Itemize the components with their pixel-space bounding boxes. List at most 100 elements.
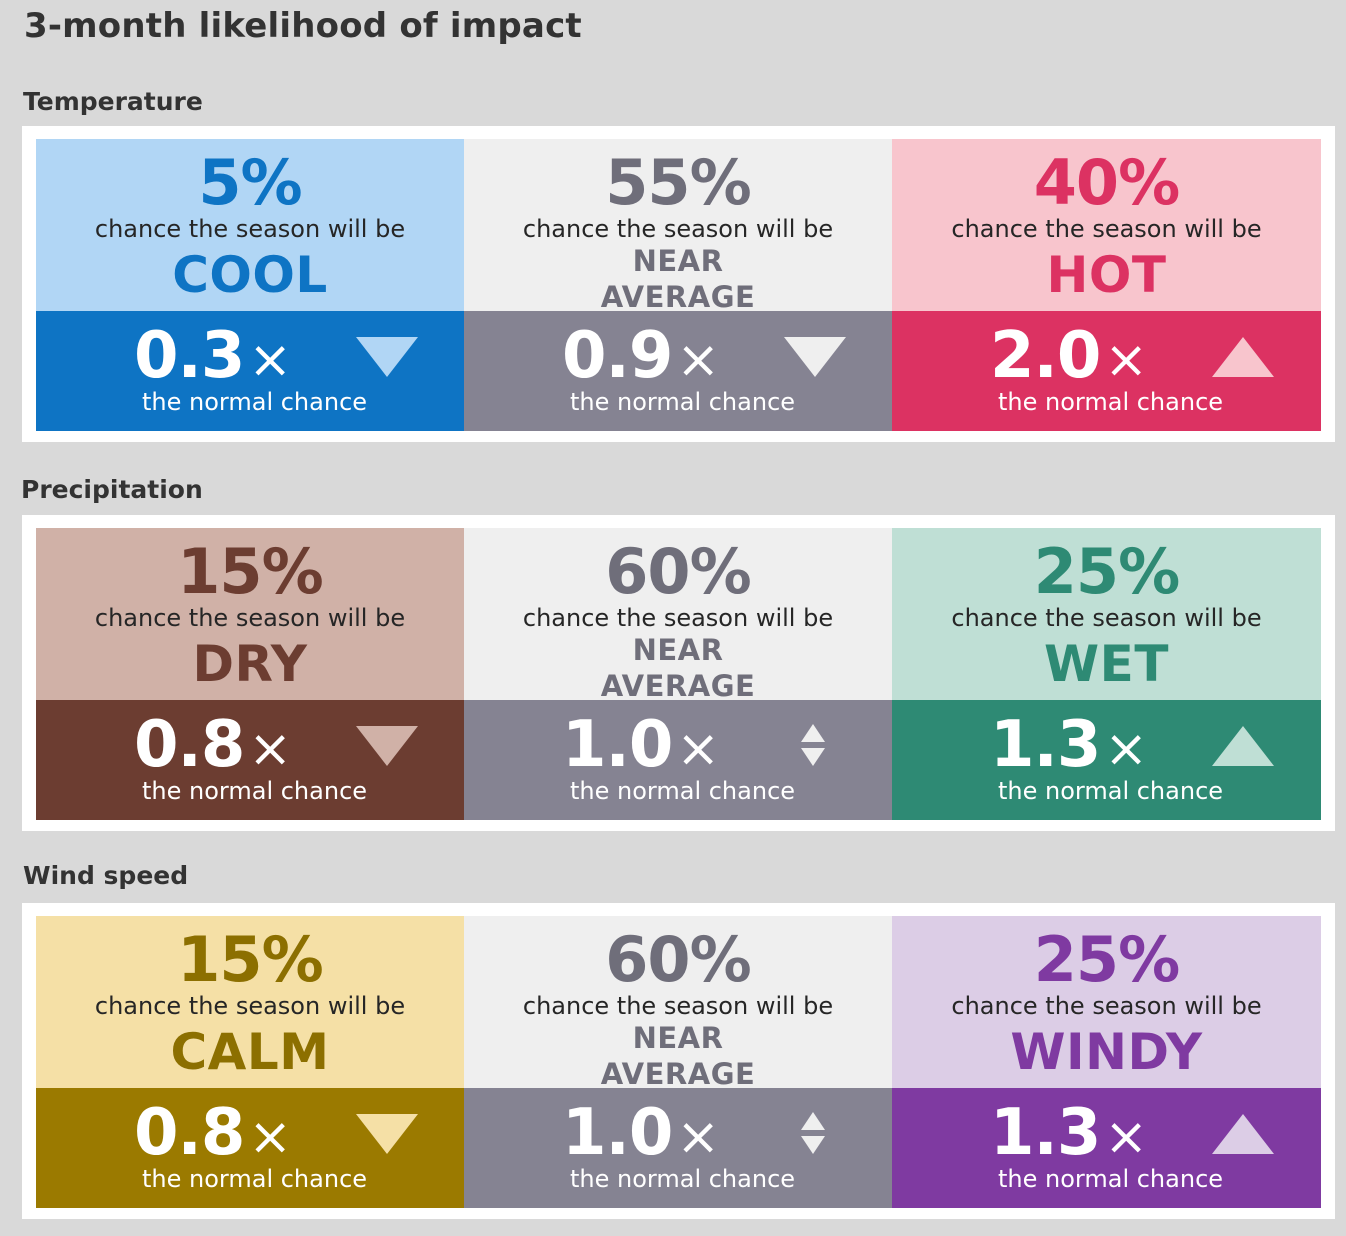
card-bottom: 0.9 × the normal chance (464, 311, 892, 431)
section-panel: 15% chance the season will be DRY 0.8 × the n… (22, 515, 1335, 831)
normal-chance-text: the normal chance (570, 1165, 796, 1193)
percent-value: 15% (177, 923, 323, 996)
multiplier-row: 0.8 × (134, 1098, 292, 1168)
outcome-label: CALM (36, 1021, 464, 1083)
chance-text: chance the season will be (94, 992, 406, 1020)
times-symbol: × (1104, 1107, 1148, 1167)
card-top: 25% chance the season will be WINDY (892, 916, 1321, 1088)
outcome-label: HOT (892, 244, 1321, 306)
outcome-label: WINDY (892, 1021, 1321, 1083)
normal-chance-text: the normal chance (142, 777, 368, 805)
card-top: 5% chance the season will be COOL (36, 139, 464, 311)
normal-chance-text: the normal chance (998, 1165, 1224, 1193)
chance-text: chance the season will be (94, 604, 406, 632)
likelihood-card: 40% chance the season will be HOT 2.0 × the n… (892, 139, 1321, 431)
percent-value: 15% (177, 535, 323, 608)
multiplier-value: 1.3 (990, 708, 1101, 782)
card-top: 15% chance the season will be DRY (36, 528, 464, 700)
chance-text: chance the season will be (522, 992, 834, 1020)
card-bottom: 1.0 × the normal chance (464, 1088, 892, 1208)
outcome-line: CALM (170, 1023, 330, 1081)
normal-chance-text: the normal chance (570, 388, 796, 416)
down-triangle-icon (356, 1114, 418, 1154)
multiplier-value: 0.3 (134, 319, 245, 393)
percent-value: 40% (1033, 146, 1180, 219)
up-triangle-icon (1212, 726, 1274, 766)
cells-row: 5% chance the season will be COOL 0.3 × the n… (36, 139, 1321, 431)
card-top: 55% chance the season will be NEAR AVERAGE (464, 139, 892, 314)
outcome-line: AVERAGE (600, 1057, 756, 1091)
chance-text: chance the season will be (522, 215, 834, 243)
normal-chance-text: the normal chance (998, 388, 1224, 416)
card-top: 25% chance the season will be WET (892, 528, 1321, 700)
outcome-label: WET (892, 633, 1321, 695)
card-top: 15% chance the season will be CALM (36, 916, 464, 1088)
multiplier-row: 1.0 × (562, 710, 720, 780)
card-bottom: 2.0 × the normal chance (892, 311, 1321, 431)
up-triangle-icon (1212, 337, 1274, 377)
cells-row: 15% chance the season will be CALM 0.8 × the … (36, 916, 1321, 1208)
outcome-line: AVERAGE (600, 669, 756, 703)
normal-chance-text: the normal chance (998, 777, 1224, 805)
outcome-line: DRY (192, 635, 308, 693)
outcome-label: DRY (36, 633, 464, 695)
down-triangle-icon (784, 337, 846, 377)
down-triangle-icon (356, 337, 418, 377)
multiplier-value: 2.0 (990, 319, 1101, 393)
outcome-line: HOT (1046, 246, 1167, 304)
percent-value: 5% (198, 146, 302, 219)
likelihood-card: 25% chance the season will be WET 1.3 × the n… (892, 528, 1321, 820)
chance-text: chance the season will be (951, 604, 1262, 632)
times-symbol: × (676, 330, 720, 390)
chance-text: chance the season will be (94, 215, 406, 243)
multiplier-row: 1.0 × (562, 1098, 720, 1168)
outcome-line: NEAR (632, 244, 724, 278)
percent-value: 60% (605, 535, 751, 608)
outcome-label: NEAR AVERAGE (464, 243, 892, 315)
outcome-line: AVERAGE (600, 280, 756, 314)
card-top: 40% chance the season will be HOT (892, 139, 1321, 311)
times-symbol: × (248, 719, 292, 779)
card-top: 60% chance the season will be NEAR AVERAGE (464, 528, 892, 703)
card-bottom: 1.0 × the normal chance (464, 700, 892, 820)
card-bottom: 1.3 × the normal chance (892, 700, 1321, 820)
multiplier-row: 0.9 × (562, 321, 720, 391)
card-bottom: 0.3 × the normal chance (36, 311, 464, 431)
multiplier-value: 1.3 (990, 1096, 1101, 1170)
times-symbol: × (676, 719, 720, 779)
outcome-line: WET (1044, 635, 1169, 693)
multiplier-row: 0.8 × (134, 710, 292, 780)
likelihood-card: 5% chance the season will be COOL 0.3 × the n… (36, 139, 464, 431)
multiplier-value: 0.8 (134, 1096, 245, 1170)
normal-chance-text: the normal chance (142, 1165, 368, 1193)
multiplier-value: 0.9 (562, 319, 673, 393)
multiplier-row: 1.3 × (990, 710, 1148, 780)
percent-value: 55% (605, 146, 751, 219)
multiplier-row: 0.3 × (134, 321, 292, 391)
section-label: Temperature (23, 87, 203, 116)
outcome-line: NEAR (632, 633, 724, 667)
times-symbol: × (676, 1107, 720, 1167)
multiplier-value: 0.8 (134, 708, 245, 782)
normal-chance-text: the normal chance (142, 388, 368, 416)
section-panel: 5% chance the season will be COOL 0.3 × the n… (22, 126, 1335, 442)
outcome-label: NEAR AVERAGE (464, 1020, 892, 1092)
section-label: Wind speed (23, 861, 189, 890)
likelihood-card: 25% chance the season will be WINDY 1.3 × the… (892, 916, 1321, 1208)
outcome-label: NEAR AVERAGE (464, 632, 892, 704)
times-symbol: × (248, 330, 292, 390)
down-triangle-icon (356, 726, 418, 766)
outcome-line: WINDY (1010, 1023, 1203, 1081)
chance-text: chance the season will be (522, 604, 834, 632)
outcome-label: COOL (36, 244, 464, 306)
percent-value: 25% (1033, 923, 1180, 996)
card-bottom: 0.8 × the normal chance (36, 1088, 464, 1208)
likelihood-card: 15% chance the season will be CALM 0.8 × the … (36, 916, 464, 1208)
outcome-line: NEAR (632, 1021, 724, 1055)
likelihood-card: 60% chance the season will be NEAR AVERAGE 1… (464, 916, 892, 1208)
multiplier-value: 1.0 (562, 708, 673, 782)
section-panel: 15% chance the season will be CALM 0.8 × the … (22, 903, 1335, 1219)
times-symbol: × (1104, 719, 1148, 779)
up-down-arrow-icon (801, 1112, 825, 1154)
card-bottom: 0.8 × the normal chance (36, 700, 464, 820)
